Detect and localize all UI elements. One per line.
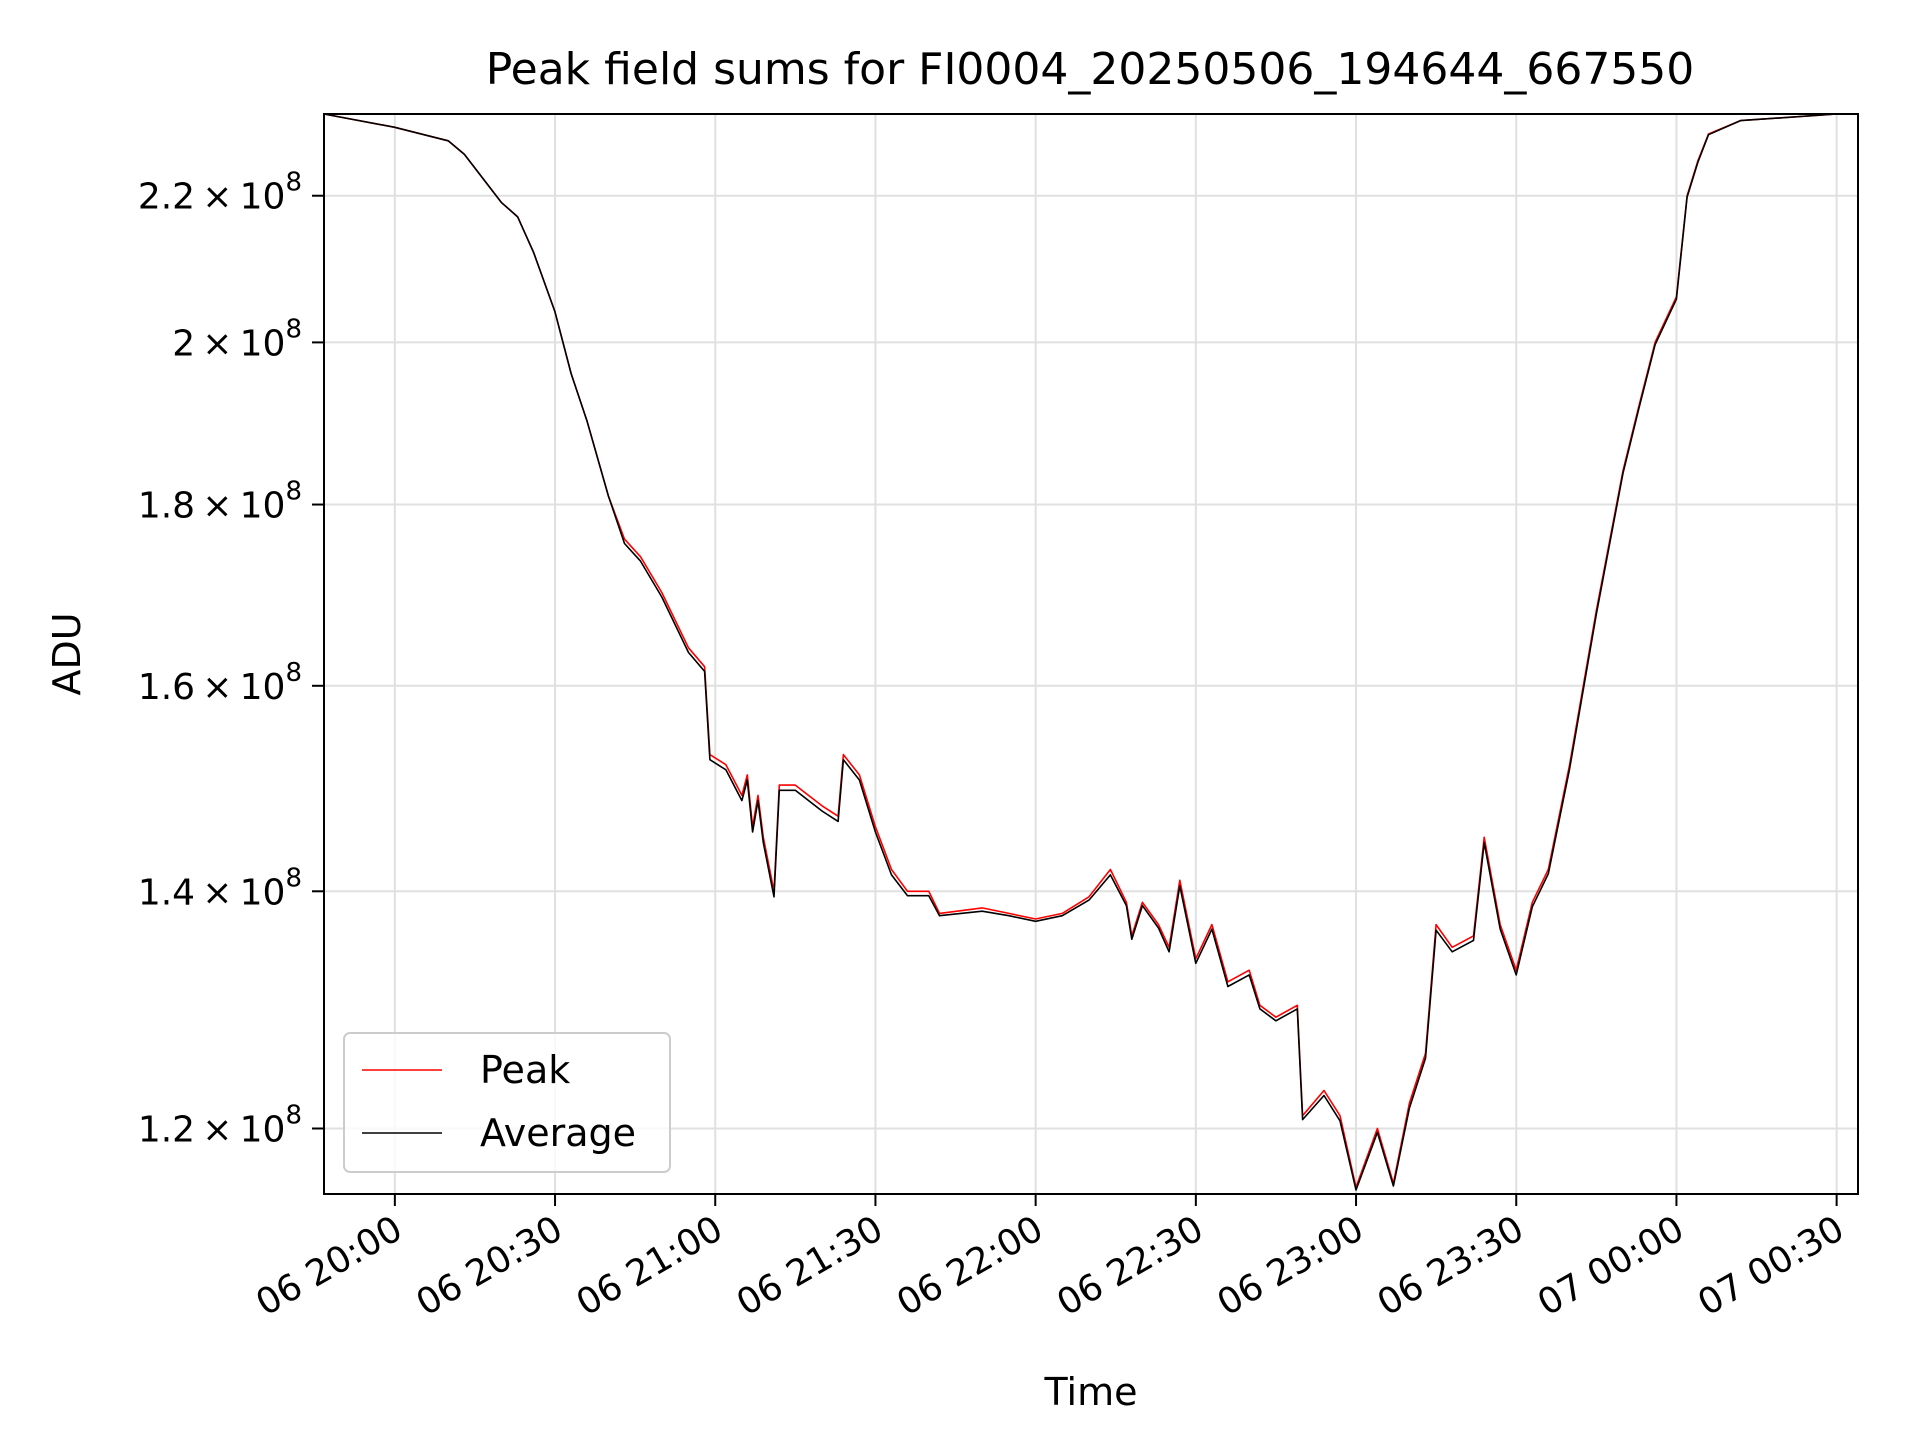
legend-label-peak: Peak — [480, 1048, 570, 1092]
y-tick-times: × 10 — [195, 323, 285, 364]
x-tick-label: 06 23:00 — [1211, 1208, 1371, 1324]
y-tick-exponent: 8 — [285, 658, 302, 688]
y-tick-exponent: 8 — [285, 1101, 302, 1131]
y-tick-label: 1.8 × 108 — [138, 477, 302, 527]
y-tick-mantissa: 1.2 — [138, 1110, 195, 1151]
y-tick-label: 1.6 × 108 — [138, 658, 302, 708]
y-tick-mantissa: 2 — [172, 323, 195, 364]
chart-title: Peak field sums for FI0004_20250506_1946… — [486, 44, 1695, 95]
y-tick-label: 1.4 × 108 — [138, 863, 302, 913]
x-tick-label: 07 00:00 — [1531, 1208, 1691, 1324]
y-tick-exponent: 8 — [285, 863, 302, 893]
x-tick-label: 06 23:30 — [1371, 1208, 1531, 1324]
y-tick-exponent: 8 — [285, 314, 302, 344]
x-tick-label: 06 22:00 — [890, 1208, 1050, 1324]
y-tick-label: 2.2 × 108 — [138, 168, 302, 218]
y-tick-mantissa: 1.4 — [138, 872, 195, 913]
y-tick-label: 2 × 108 — [172, 314, 302, 364]
series-line-peak — [323, 113, 1858, 1189]
y-tick-mantissa: 1.6 — [138, 667, 195, 708]
x-tick-label: 06 20:30 — [410, 1208, 570, 1324]
y-axis-label: ADU — [45, 612, 89, 695]
y-tick-times: × 10 — [195, 1110, 285, 1151]
legend: Peak Average — [343, 1032, 671, 1173]
x-axis-ticks: 06 20:00 06 20:30 06 21:00 06 21:30 06 22:00… — [249, 1194, 1851, 1324]
x-tick-label: 07 00:30 — [1691, 1208, 1851, 1324]
x-tick-label: 06 20:00 — [249, 1208, 409, 1324]
y-tick-times: × 10 — [195, 667, 285, 708]
y-tick-times: × 10 — [195, 872, 285, 913]
y-tick-mantissa: 1.8 — [138, 486, 195, 527]
plot-frame — [323, 113, 1859, 1195]
legend-label-average: Average — [480, 1111, 636, 1155]
y-tick-times: × 10 — [195, 486, 285, 527]
x-tick-label: 06 22:30 — [1050, 1208, 1210, 1324]
legend-box — [343, 1032, 671, 1173]
x-tick-label: 06 21:00 — [570, 1208, 730, 1324]
y-tick-mantissa: 2.2 — [138, 177, 195, 218]
y-tick-exponent: 8 — [285, 477, 302, 507]
series-line-average — [323, 113, 1858, 1191]
y-tick-exponent: 8 — [285, 168, 302, 198]
series-layer — [323, 113, 1858, 1191]
x-axis-label: Time — [1044, 1370, 1138, 1414]
x-tick-label: 06 21:30 — [730, 1208, 890, 1324]
y-tick-label: 1.2 × 108 — [138, 1101, 302, 1151]
y-tick-times: × 10 — [195, 177, 285, 218]
